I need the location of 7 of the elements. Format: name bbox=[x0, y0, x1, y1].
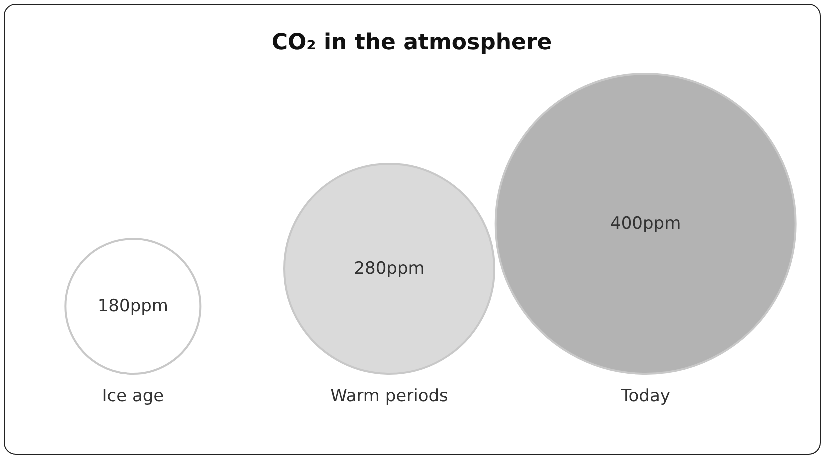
category-label: Ice age bbox=[102, 386, 164, 406]
data-label: 280ppm bbox=[354, 259, 425, 279]
text: CO₂ in the atmosphere bbox=[272, 30, 552, 56]
data-label: 400ppm bbox=[610, 214, 682, 234]
category-label: Warm periods bbox=[330, 386, 449, 406]
data-label: 180ppm bbox=[98, 296, 168, 316]
category-label: Today bbox=[620, 386, 670, 406]
